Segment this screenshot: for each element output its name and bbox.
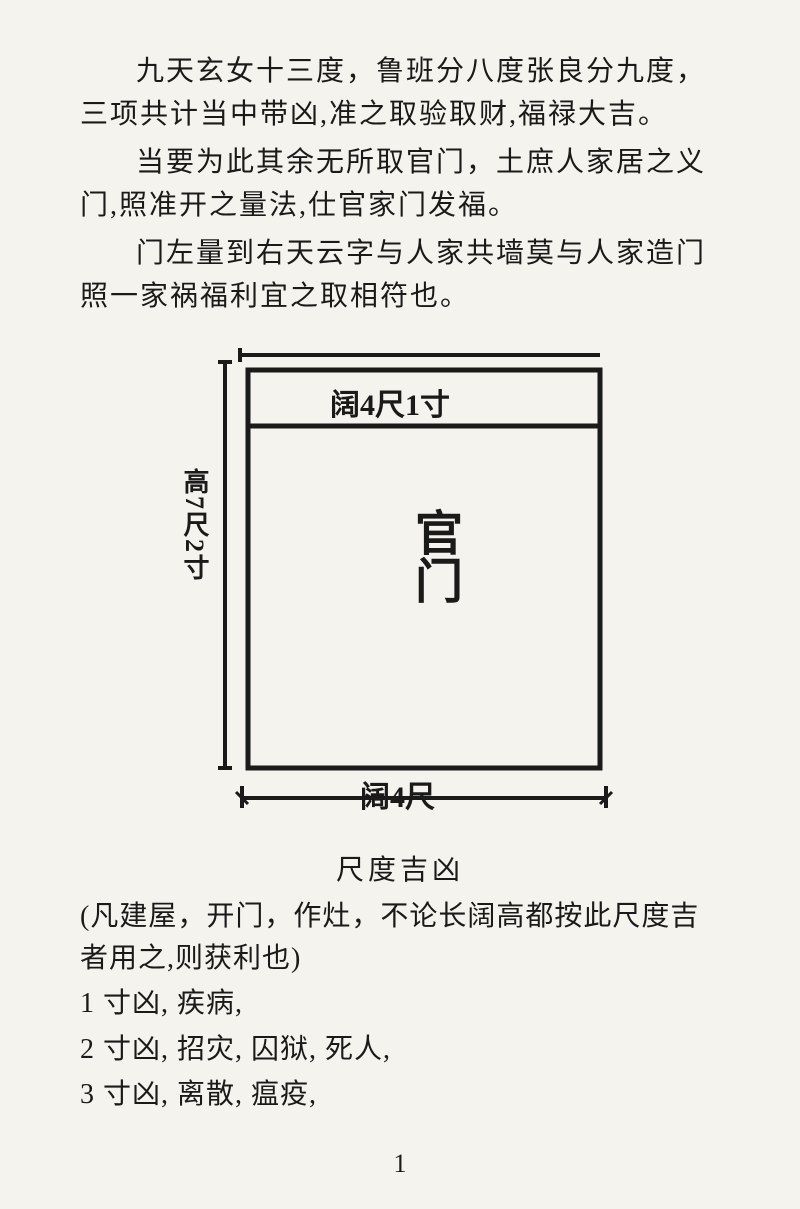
page-number: 1 [394,1149,407,1179]
paragraph-1: 九天玄女十三度，鲁班分八度张良分九度，三项共计当中带凶,准之取验取财,福禄大吉。 [80,50,720,137]
bottom-width-label: 阔4尺 [360,772,435,816]
center-door-label: 官门 [398,508,468,604]
height-label: 高7尺2寸 [176,468,213,582]
list-item-1: 1 寸凶, 疾病, [80,982,720,1025]
door-diagram: 高7尺2寸 阔4尺1寸 官门 阔4尺 [160,348,640,828]
note-text: (凡建屋，开门，作灶，不论长阔高都按此尺度吉者用之,则获利也) [80,896,720,980]
list-item-2: 2 寸凶, 招灾, 囚狱, 死人, [80,1028,720,1071]
section-title: 尺度吉凶 [80,848,720,888]
top-width-label: 阔4尺1寸 [330,380,450,424]
paragraph-3: 门左量到右天云字与人家共墙莫与人家造门照一家祸福利宜之取相符也。 [80,232,720,319]
paragraph-2: 当要为此其余无所取官门，土庶人家居之义门,照准开之量法,仕官家门发福。 [80,141,720,228]
list-item-3: 3 寸凶, 离散, 瘟疫, [80,1073,720,1116]
